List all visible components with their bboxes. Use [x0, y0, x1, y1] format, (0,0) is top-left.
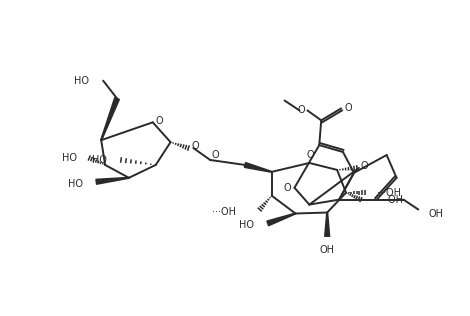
Text: O: O: [344, 103, 352, 113]
Polygon shape: [96, 177, 129, 184]
Text: O: O: [306, 150, 314, 160]
Text: O: O: [156, 116, 164, 126]
Text: O: O: [192, 141, 199, 151]
Text: HO: HO: [92, 155, 107, 165]
Text: ···OH: ···OH: [212, 207, 236, 216]
Text: OH: OH: [428, 210, 443, 220]
Text: HO: HO: [239, 220, 254, 230]
Text: O: O: [212, 150, 219, 160]
Polygon shape: [101, 98, 119, 140]
Text: HO: HO: [74, 76, 89, 86]
Text: O: O: [284, 183, 291, 193]
Text: O: O: [298, 106, 305, 115]
Text: ···OH: ···OH: [377, 188, 401, 198]
Polygon shape: [325, 213, 329, 236]
Text: OH: OH: [320, 245, 335, 255]
Polygon shape: [267, 213, 296, 226]
Text: O: O: [360, 161, 368, 171]
Text: HO: HO: [68, 179, 83, 189]
Polygon shape: [244, 162, 272, 172]
Text: HO: HO: [63, 153, 78, 163]
Text: ···OH: ···OH: [379, 195, 403, 205]
